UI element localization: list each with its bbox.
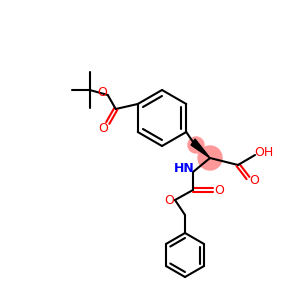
Text: O: O xyxy=(214,184,224,196)
Circle shape xyxy=(198,146,222,170)
Text: O: O xyxy=(164,194,174,208)
Text: O: O xyxy=(98,122,108,134)
Polygon shape xyxy=(191,139,210,158)
Circle shape xyxy=(188,137,204,153)
Text: O: O xyxy=(249,173,259,187)
Text: OH: OH xyxy=(254,146,274,160)
Text: HN: HN xyxy=(174,161,194,175)
Text: O: O xyxy=(97,85,107,98)
